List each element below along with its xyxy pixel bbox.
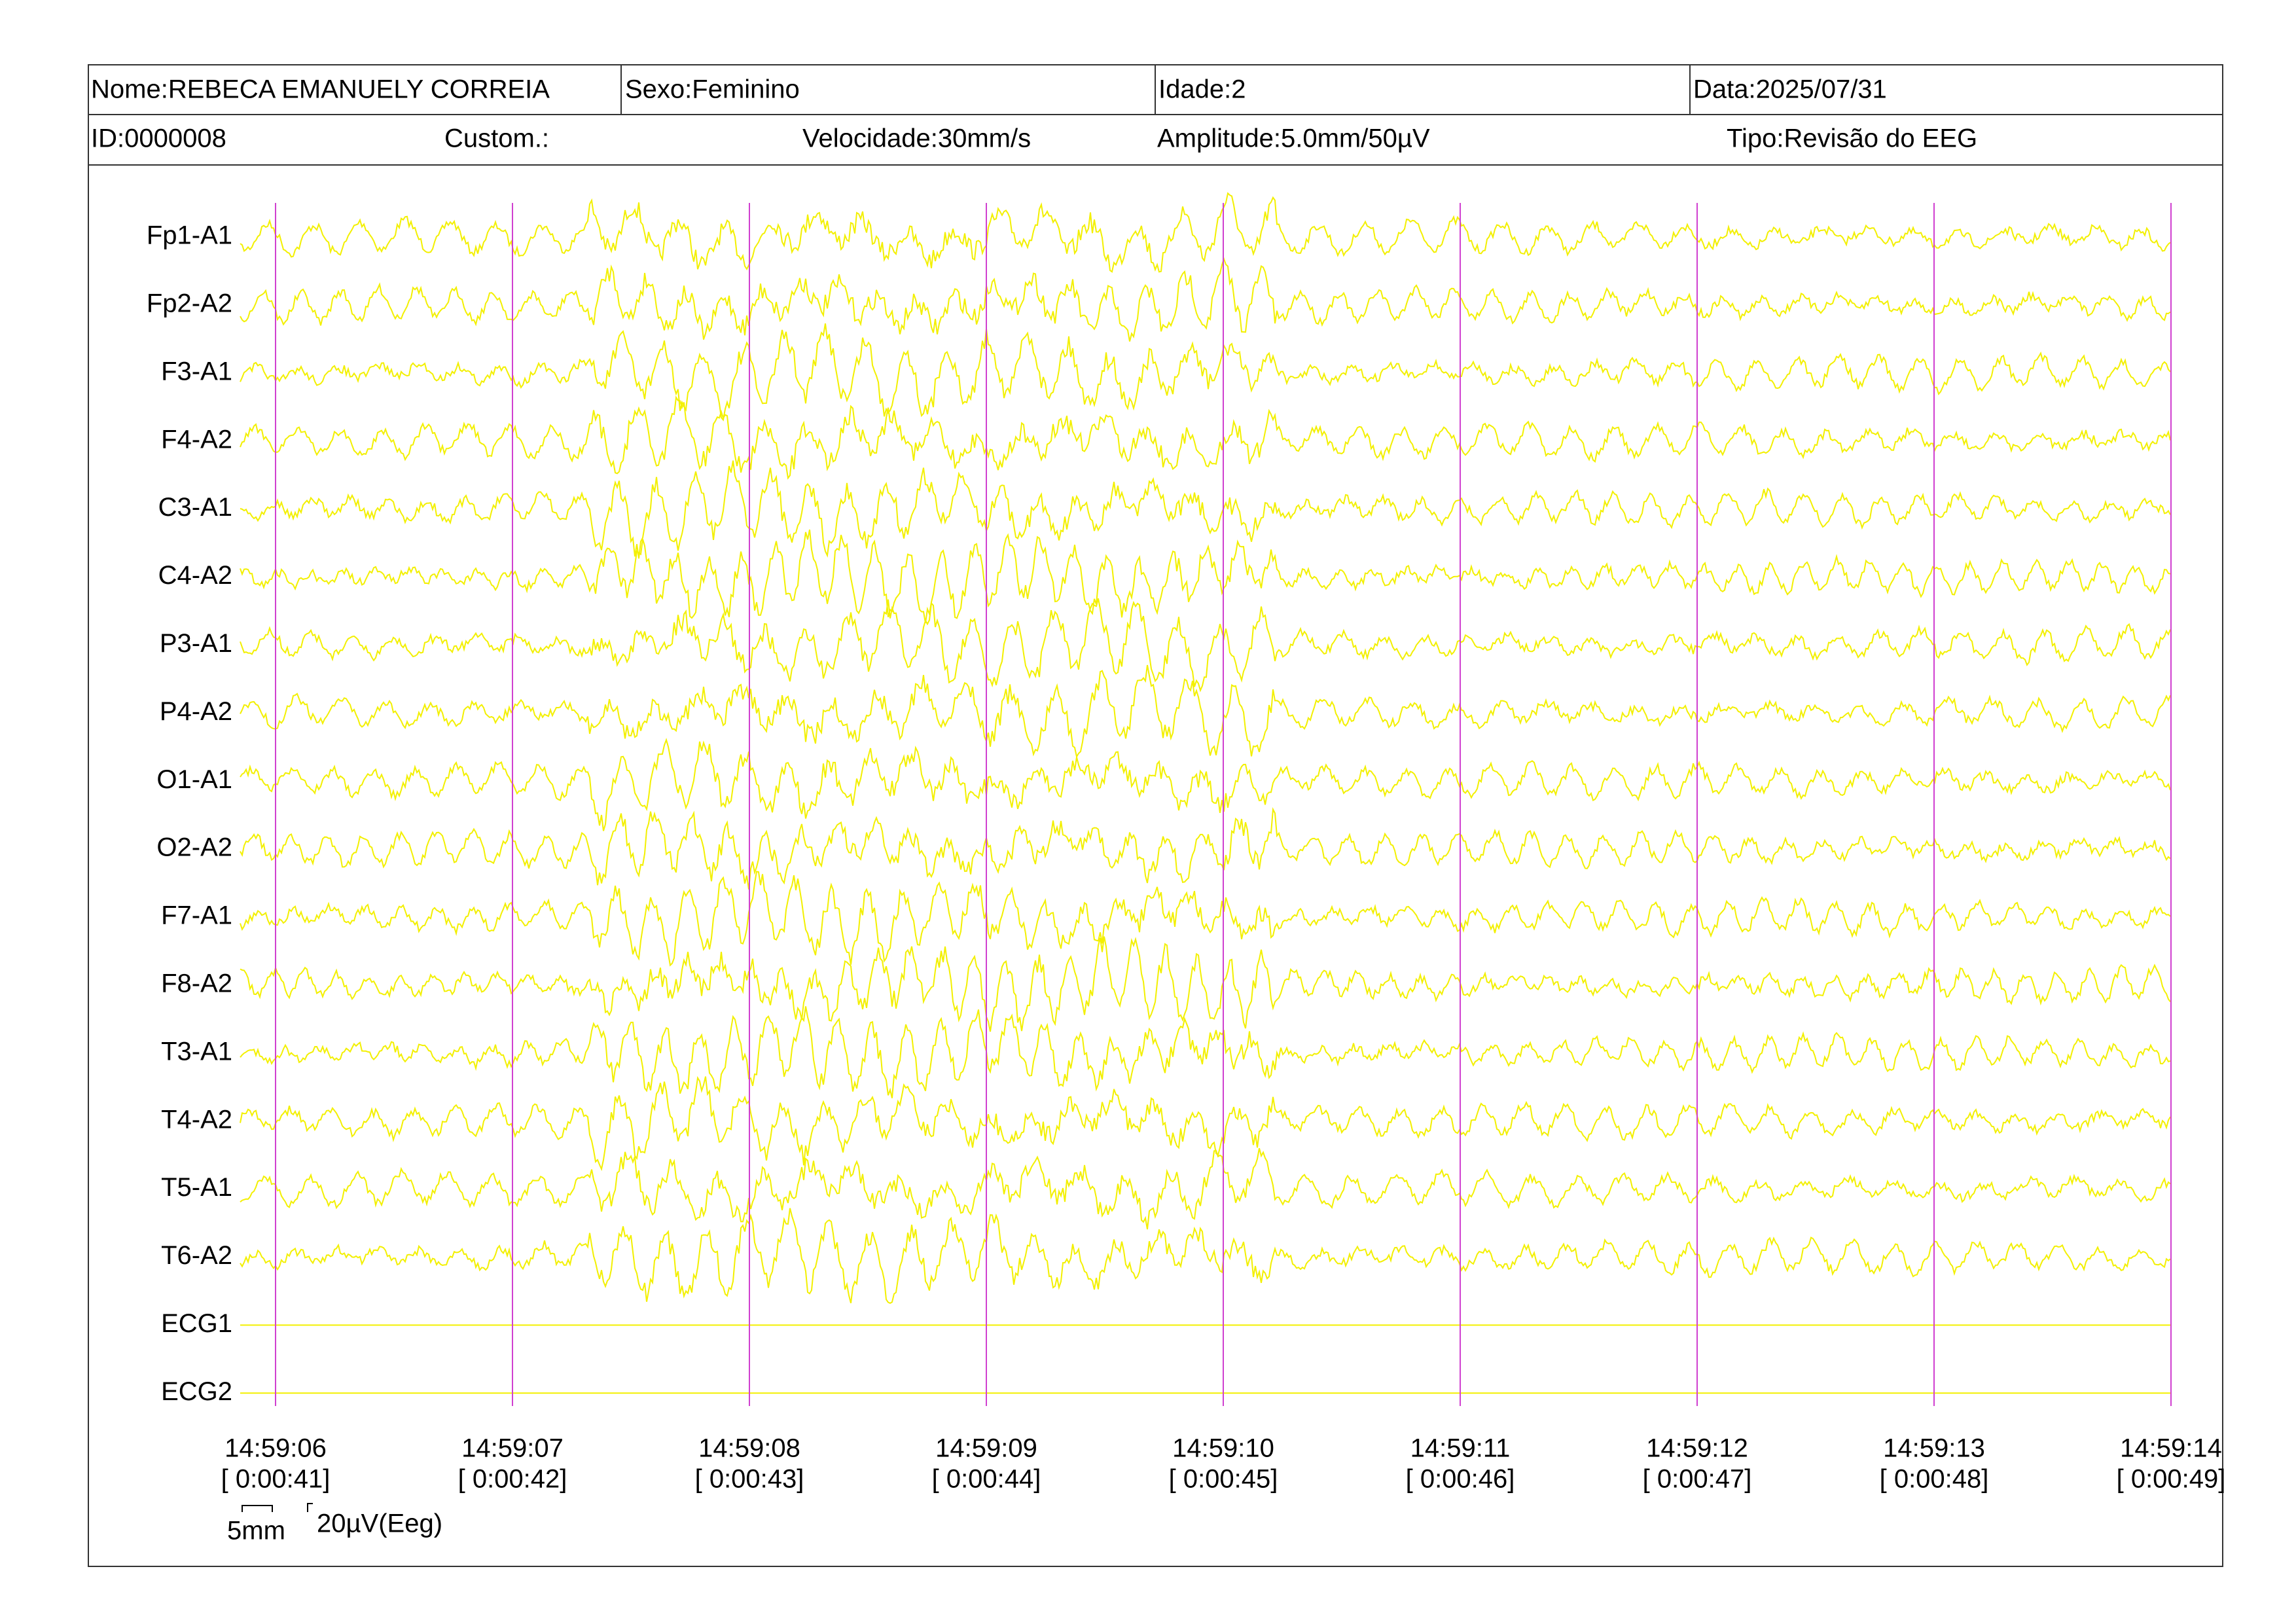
channel-label: Fp2-A2 xyxy=(147,289,232,317)
frame xyxy=(88,64,2223,1567)
trace xyxy=(240,395,2171,480)
trace xyxy=(240,1075,2171,1172)
patient-name: Nome:REBECA EMANUELY CORREIA xyxy=(91,75,550,104)
trace xyxy=(240,871,2171,967)
elapsed-label: [ 0:00:48] xyxy=(1880,1465,1989,1494)
amplitude: Amplitude:5.0mm/50µV xyxy=(1157,124,1430,153)
elapsed-label: [ 0:00:47] xyxy=(1643,1465,1752,1494)
time-label: 14:59:06 xyxy=(224,1434,327,1463)
time-label: 14:59:12 xyxy=(1646,1434,1748,1463)
time-label: 14:59:09 xyxy=(935,1434,1037,1463)
patient-age: Idade:2 xyxy=(1158,75,1246,104)
channel-label: P4-A2 xyxy=(160,697,232,726)
channel-label: F3-A1 xyxy=(161,357,232,386)
trace xyxy=(240,598,2171,693)
speed: Velocidade:30mm/s xyxy=(802,124,1031,153)
time-label: 14:59:11 xyxy=(1410,1434,1511,1463)
elapsed-label: [ 0:00:49] xyxy=(2117,1465,2226,1494)
traces xyxy=(240,192,2171,1394)
channel-label: T6-A2 xyxy=(161,1241,232,1270)
trace xyxy=(240,738,2171,831)
elapsed-label: [ 0:00:46] xyxy=(1406,1465,1515,1494)
trace xyxy=(240,664,2171,759)
elapsed-label: [ 0:00:43] xyxy=(695,1465,804,1494)
scale-bracket xyxy=(242,1505,273,1512)
scale-width: 5mm xyxy=(227,1517,285,1545)
channel-label: O2-A2 xyxy=(156,833,232,862)
trace xyxy=(240,323,2171,422)
time-label: 14:59:10 xyxy=(1172,1434,1274,1463)
custom-field: Custom.: xyxy=(444,124,549,153)
elapsed-label: [ 0:00:45] xyxy=(1169,1465,1278,1494)
time-label: 14:59:13 xyxy=(1883,1434,1985,1463)
trace xyxy=(240,460,2171,559)
patient-sex: Sexo:Feminino xyxy=(625,75,800,104)
trace xyxy=(240,257,2171,342)
time-label: 14:59:14 xyxy=(2120,1434,2222,1463)
time-label: 14:59:08 xyxy=(698,1434,800,1463)
trace xyxy=(240,1006,2171,1098)
channel-label: C3-A1 xyxy=(158,493,232,522)
trace xyxy=(240,530,2171,624)
trace xyxy=(240,936,2171,1032)
time-label: 14:59:07 xyxy=(461,1434,564,1463)
exam-type: Tipo:Revisão do EEG xyxy=(1727,124,1977,153)
trace xyxy=(240,1147,2171,1230)
channel-label: F4-A2 xyxy=(161,425,232,454)
channel-label: C4-A2 xyxy=(158,561,232,590)
channel-label: O1-A1 xyxy=(156,765,232,794)
channel-label: T3-A1 xyxy=(161,1037,232,1066)
scale-amplitude: 20µV(Eeg) xyxy=(317,1509,442,1538)
channel-label: F7-A1 xyxy=(161,901,232,930)
channel-label: F8-A2 xyxy=(161,969,232,998)
trace xyxy=(240,192,2171,273)
elapsed-label: [ 0:00:41] xyxy=(221,1465,331,1494)
scale-bracket xyxy=(307,1503,313,1512)
trace xyxy=(240,806,2171,890)
channel-label: T4-A2 xyxy=(161,1105,232,1134)
channel-label: T5-A1 xyxy=(161,1173,232,1202)
elapsed-label: [ 0:00:44] xyxy=(932,1465,1041,1494)
channel-label: Fp1-A1 xyxy=(147,221,232,250)
elapsed-label: [ 0:00:42] xyxy=(458,1465,567,1494)
channel-label: ECG1 xyxy=(161,1309,232,1338)
patient-id: ID:0000008 xyxy=(91,124,226,153)
trace xyxy=(240,1208,2171,1305)
channel-label: P3-A1 xyxy=(160,629,232,658)
exam-date: Data:2025/07/31 xyxy=(1693,75,1887,104)
channel-label: ECG2 xyxy=(161,1377,232,1406)
